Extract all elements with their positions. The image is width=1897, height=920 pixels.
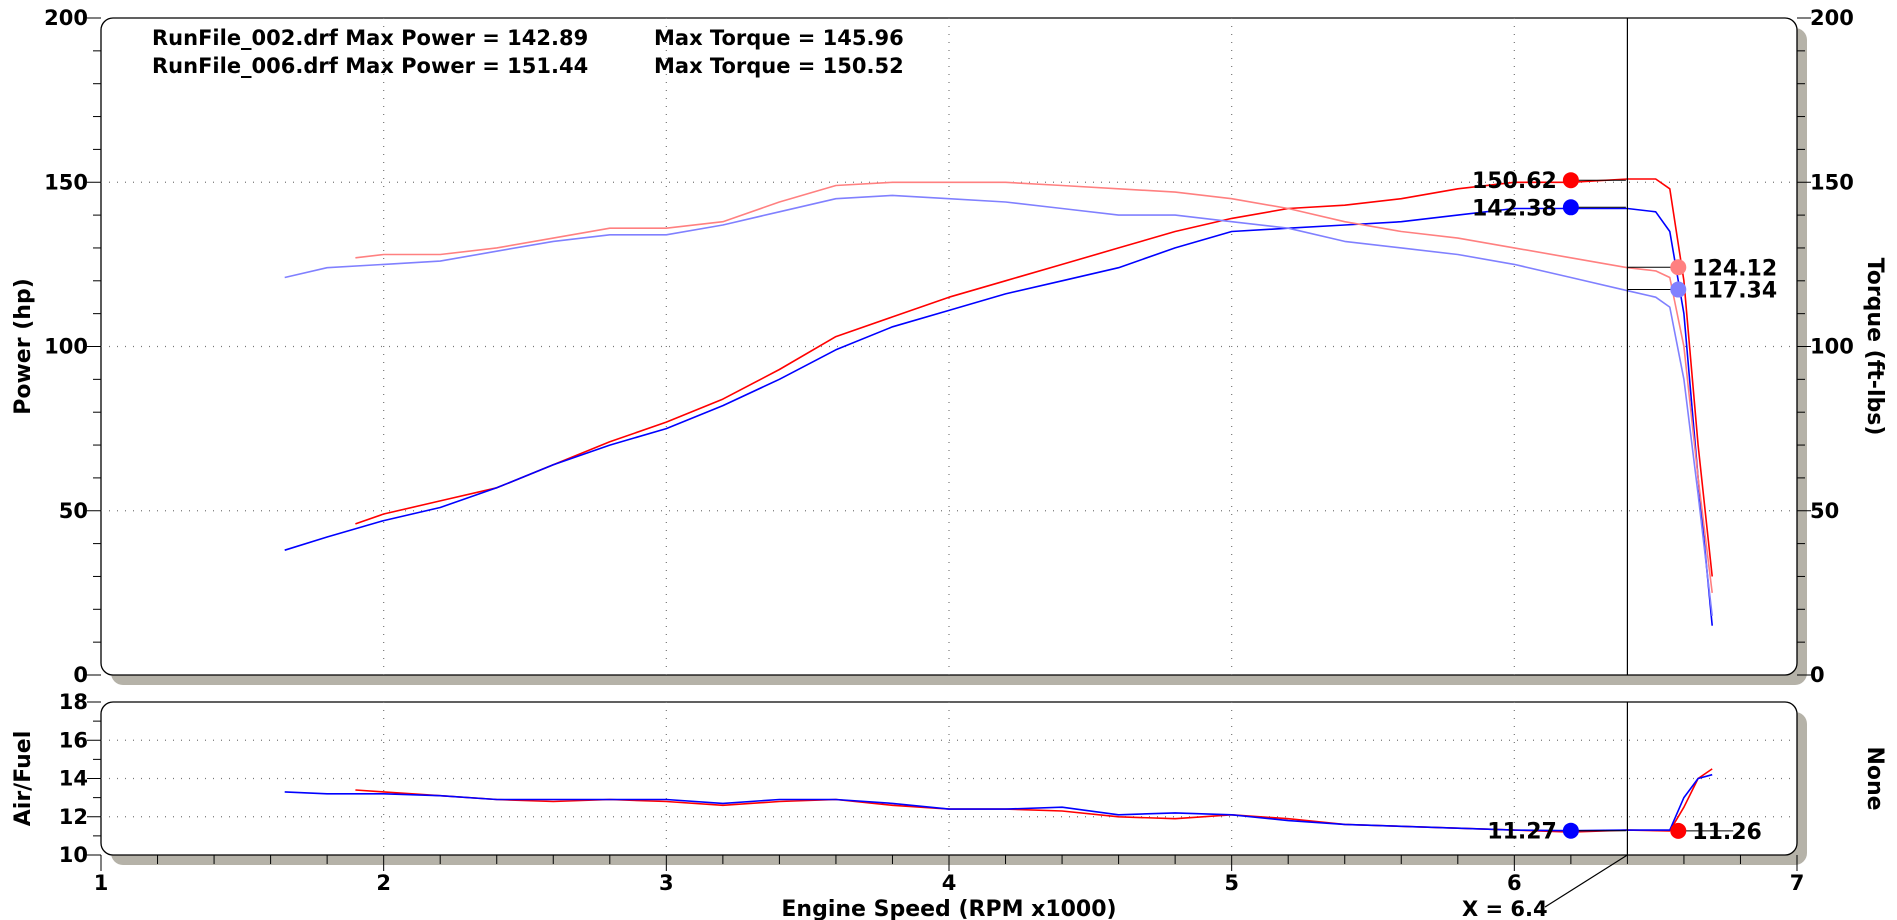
cursor-readout: X = 6.4	[1462, 897, 1548, 920]
power-marker-label: 150.62	[1472, 169, 1557, 194]
afr-tick-label: 12	[59, 805, 88, 829]
afr-right-axis-title: None	[1862, 746, 1887, 810]
afr-tick-label: 10	[59, 843, 88, 867]
x-tick-label: 5	[1224, 871, 1239, 895]
power-tick-label: 150	[44, 170, 88, 194]
x-tick-label: 1	[94, 871, 109, 895]
run-summary-power: RunFile_006.drf Max Power = 151.44	[152, 54, 588, 78]
afr-marker-dot	[1562, 822, 1579, 839]
power-marker-dot	[1562, 172, 1579, 189]
torque-tick-label: 0	[1810, 663, 1825, 687]
afr-tick-label: 18	[59, 690, 88, 714]
torque-tick-label: 200	[1810, 6, 1854, 30]
run-summary-torque: Max Torque = 145.96	[654, 26, 904, 50]
power-series-line	[355, 178, 1713, 577]
power-series-line	[284, 207, 1713, 626]
x-tick-label: 6	[1507, 871, 1522, 895]
torque-tick-label: 150	[1810, 170, 1854, 194]
power-marker-label: 124.12	[1692, 256, 1777, 281]
x-tick-label: 4	[942, 871, 957, 895]
power-marker-label: 117.34	[1692, 279, 1777, 304]
torque-series-line	[355, 181, 1713, 593]
torque-tick-label: 50	[1810, 499, 1839, 523]
run-summary-torque: Max Torque = 150.52	[654, 54, 904, 78]
cursor-leader	[1544, 854, 1628, 908]
x-tick-label: 7	[1790, 871, 1805, 895]
power-tick-label: 0	[73, 663, 88, 687]
afr-marker-label: 11.27	[1487, 820, 1557, 845]
run-summary-power: RunFile_002.drf Max Power = 142.89	[152, 26, 588, 50]
power-tick-label: 200	[44, 6, 88, 30]
afr-marker-dot	[1670, 822, 1687, 839]
power-marker-dot	[1670, 259, 1687, 276]
power-tick-label: 50	[59, 499, 88, 523]
power-marker-label: 142.38	[1472, 196, 1557, 221]
torque-series-line	[284, 194, 1713, 616]
power-axis-title: Power (hp)	[11, 278, 36, 415]
power-tick-label: 100	[44, 335, 88, 359]
x-tick-label: 2	[376, 871, 391, 895]
afr-tick-label: 16	[59, 728, 88, 752]
x-tick-label: 3	[659, 871, 674, 895]
x-axis-title: Engine Speed (RPM x1000)	[781, 897, 1116, 920]
power-marker-dot	[1670, 281, 1687, 298]
torque-axis-title: Torque (ft-lbs)	[1862, 258, 1887, 436]
afr-marker-label: 11.26	[1692, 820, 1762, 845]
torque-tick-label: 100	[1810, 335, 1854, 359]
afr-tick-label: 14	[59, 767, 88, 791]
power-marker-dot	[1562, 199, 1579, 216]
afr-axis-title: Air/Fuel	[11, 731, 36, 827]
